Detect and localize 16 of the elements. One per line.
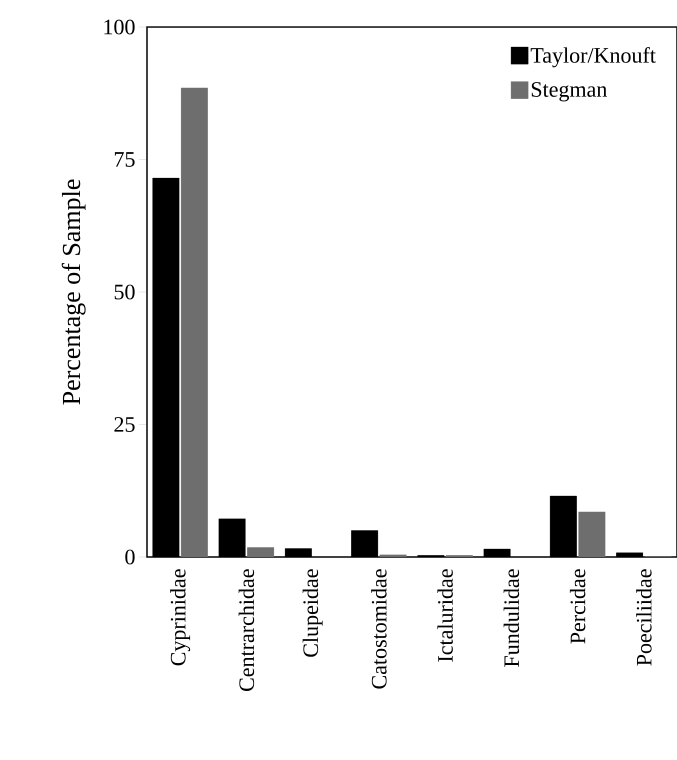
x-tick-label: Centrarchidae bbox=[238, 569, 254, 691]
y-tick-label: 50 bbox=[114, 284, 135, 300]
x-tick-label: Percidae bbox=[570, 569, 586, 644]
x-tick-label: Fundulidae bbox=[504, 569, 520, 667]
x-tick-label: Cyprinidae bbox=[170, 569, 190, 666]
x-tick-label: Catostomidae bbox=[371, 569, 387, 689]
y-tick-label: 0 bbox=[125, 550, 135, 564]
y-tick-label: 75 bbox=[114, 152, 135, 167]
x-tick-label: Clupeidae bbox=[302, 569, 323, 657]
x-tick-label: Poeciliidae bbox=[636, 569, 652, 666]
legend-label: Stegman bbox=[532, 82, 608, 102]
x-tick-label: Ictaluridae bbox=[437, 569, 453, 662]
y-axis-title: Percentage of Sample bbox=[62, 180, 86, 405]
legend-label: Taylor/Knouft bbox=[530, 47, 656, 68]
y-tick-label: 100 bbox=[104, 20, 135, 34]
y-tick-label: 25 bbox=[114, 417, 135, 432]
